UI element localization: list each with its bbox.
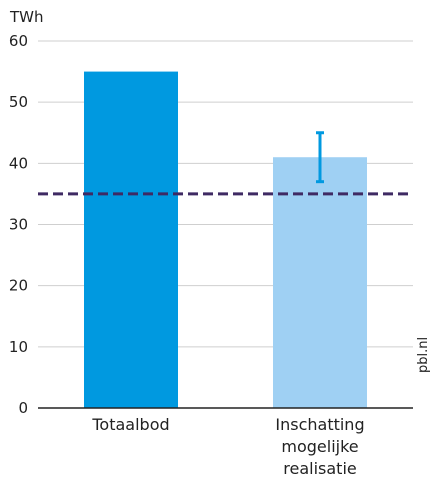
- y-tick-label: 50: [9, 93, 28, 111]
- x-category-label: Inschatting mogelijke realisatie: [275, 415, 364, 478]
- y-tick-label: 60: [9, 32, 28, 50]
- y-tick-label: 20: [9, 277, 28, 295]
- x-category-label: Totaalbod: [91, 415, 169, 434]
- source-label: pbl.nl: [416, 337, 431, 373]
- y-tick-label: 10: [9, 338, 28, 356]
- y-tick-label: 30: [9, 216, 28, 234]
- y-tick-label: 40: [9, 154, 28, 172]
- bar: [273, 157, 367, 408]
- bar: [84, 71, 178, 408]
- y-tick-label: 0: [18, 399, 28, 417]
- y-axis-unit-label: TWh: [9, 8, 44, 26]
